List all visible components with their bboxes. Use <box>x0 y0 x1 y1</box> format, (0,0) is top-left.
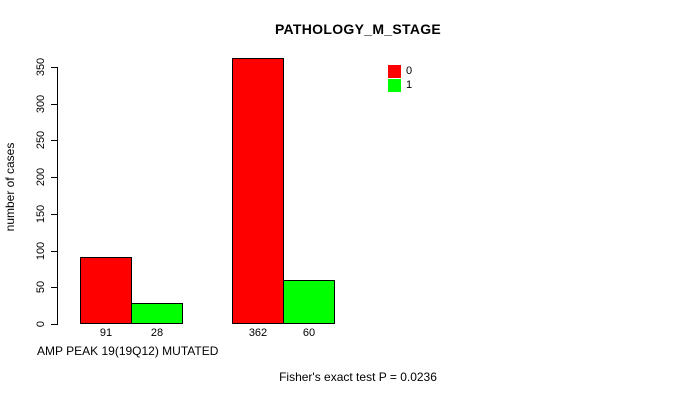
bar-series-1-group-1 <box>131 303 183 324</box>
y-tick-label: 150 <box>35 204 47 224</box>
legend-label: 1 <box>406 79 413 91</box>
bar-value-label: 60 <box>302 327 316 339</box>
y-tick <box>51 140 57 141</box>
y-tick <box>51 177 57 178</box>
y-tick-label: 250 <box>35 130 47 150</box>
legend-swatch <box>388 64 401 78</box>
legend-item: 1 <box>388 78 412 92</box>
bar-value-label: 28 <box>150 327 164 339</box>
y-tick-label: 300 <box>35 94 47 114</box>
y-tick-label: 200 <box>35 167 47 187</box>
y-tick <box>51 67 57 68</box>
legend-label: 0 <box>406 65 413 77</box>
y-tick-label: 50 <box>35 280 47 294</box>
legend-item: 0 <box>388 64 412 78</box>
chart-title: PATHOLOGY_M_STAGE <box>274 21 442 37</box>
y-tick-label: 0 <box>35 320 47 328</box>
y-tick <box>51 324 57 325</box>
x-axis-title: AMP PEAK 19(19Q12) MUTATED <box>37 344 219 358</box>
y-tick-label: 100 <box>35 241 47 261</box>
legend-swatch <box>388 78 401 92</box>
bar-value-label: 91 <box>99 327 113 339</box>
bar-value-label: 362 <box>248 327 268 339</box>
bar-series-1-group-2 <box>283 280 335 324</box>
y-tick <box>51 104 57 105</box>
bar-series-0-group-1 <box>80 257 132 324</box>
y-tick <box>51 287 57 288</box>
y-tick-label: 350 <box>35 57 47 77</box>
bar-series-0-group-2 <box>232 58 284 324</box>
y-axis-line <box>57 67 58 325</box>
y-tick <box>51 251 57 252</box>
y-tick <box>51 214 57 215</box>
stats-annotation: Fisher's exact test P = 0.0236 <box>279 370 437 384</box>
